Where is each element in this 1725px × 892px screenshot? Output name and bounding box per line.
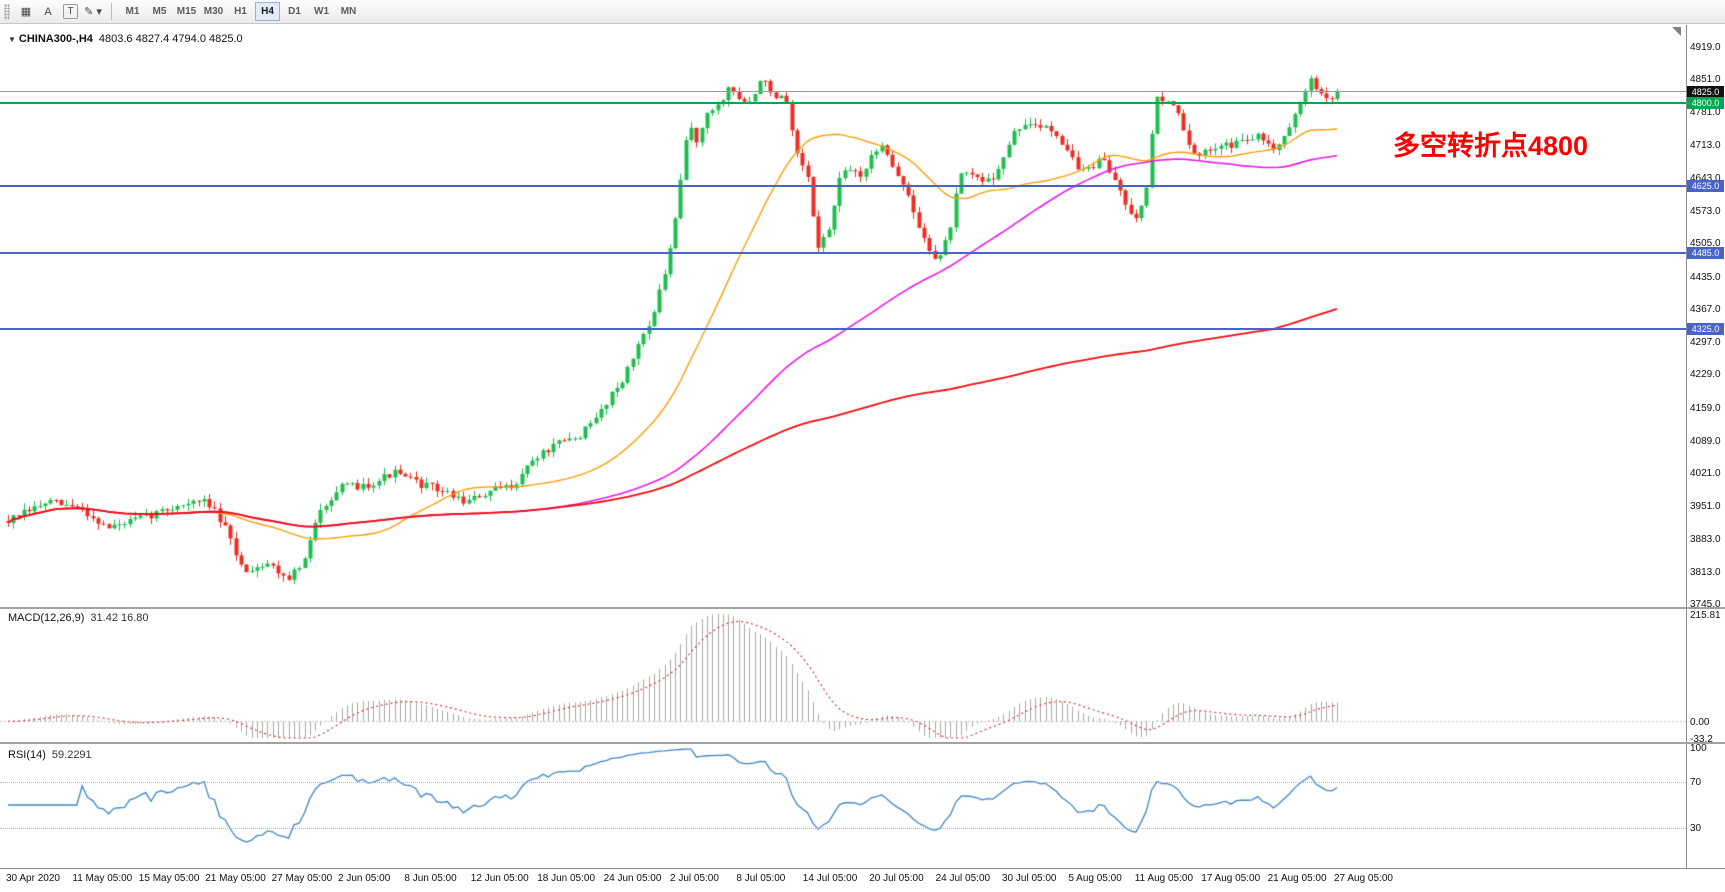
price-axis-label: 4573.0: [1690, 206, 1721, 218]
price-axis-label: 3745.0: [1690, 599, 1721, 610]
macd-axis-zero: 0.00: [1690, 717, 1710, 729]
price-axis-line: [1686, 25, 1687, 868]
toolbar: ▦ A T ✎ ▾ M1 M5 M15 M30 H1 H4 D1 W1 MN: [0, 0, 1725, 24]
timeframe-m5[interactable]: M5: [152, 6, 167, 17]
chart-symbol-label: ▼ CHINA300-,H4 4803.6 4827.4 4794.0 4825.0: [8, 33, 243, 45]
time-axis-label: 30 Apr 2020: [6, 873, 60, 884]
price-axis-label: 3951.0: [1690, 501, 1721, 513]
macd-indicator-label: MACD(12,26,9) 31.42 16.80: [8, 612, 149, 624]
timeframe-mn[interactable]: MN: [340, 6, 357, 17]
price-axis-label: 4297.0: [1690, 337, 1721, 349]
macd-axis-top: 215.81: [1690, 610, 1721, 621]
time-axis-label: 24 Jun 05:00: [603, 873, 662, 884]
hline-4825.0[interactable]: [0, 91, 1686, 93]
time-axis-label: 24 Jul 05:00: [935, 873, 991, 884]
price-axis-label: 4851.0: [1690, 74, 1721, 86]
time-axis-label: 30 Jul 05:00: [1002, 873, 1057, 884]
annotation-text: 多空转折点4800: [1393, 131, 1589, 161]
rsi-name: RSI(14): [8, 749, 46, 761]
timeframe-m1[interactable]: M1: [125, 6, 140, 17]
time-axis-label: 21 Aug 05:00: [1267, 873, 1327, 884]
time-axis-label: 2 Jul 05:00: [670, 873, 719, 884]
hline-4800.0[interactable]: [0, 102, 1686, 105]
hline-4625.0[interactable]: [0, 185, 1686, 188]
timeframe-h1[interactable]: H1: [234, 6, 247, 17]
price-axis-label: 4229.0: [1690, 369, 1721, 381]
ohlc-values: 4803.6 4827.4 4794.0 4825.0: [98, 33, 243, 45]
time-axis-label: 12 Jun 05:00: [470, 873, 529, 884]
time-axis-label: 11 Aug 05:00: [1134, 873, 1193, 884]
time-axis-label: 8 Jul 05:00: [736, 873, 786, 884]
time-axis-line: [0, 868, 1725, 869]
price-axis-label: 4781.0: [1690, 107, 1721, 119]
price-axis-label: 3883.0: [1690, 533, 1721, 545]
price-axis-label: 4021.0: [1690, 468, 1721, 480]
time-axis-label: 27 Aug 05:00: [1334, 873, 1393, 884]
price-axis-label: 4713.0: [1690, 139, 1721, 151]
panel-separator-macd[interactable]: [0, 607, 1725, 609]
price-axis-label: 4505.0: [1690, 238, 1721, 250]
timeframe-h4[interactable]: H4: [255, 2, 280, 21]
time-axis-label: 11 May 05:00: [72, 873, 133, 884]
time-axis-label: 18 Jun 05:00: [537, 873, 596, 884]
price-axis-label: 4367.0: [1690, 303, 1721, 315]
symbol-name: CHINA300-,H4: [18, 33, 93, 45]
time-axis-label: 8 Jun 05:00: [404, 873, 457, 884]
time-axis-label: 14 Jul 05:00: [802, 873, 858, 884]
time-axis-label: 15 May 05:00: [138, 873, 200, 884]
price-axis-label: 4643.0: [1690, 172, 1721, 184]
price-badge-4485.0: 4485.0: [1687, 246, 1724, 259]
price-axis-label: 3813.0: [1690, 566, 1721, 578]
toolbar-drag-handle[interactable]: [4, 3, 10, 20]
hline-4325.0[interactable]: [0, 327, 1686, 330]
drawing-tools-icon[interactable]: ✎ ▾: [84, 6, 102, 18]
panel-separator-rsi[interactable]: [0, 742, 1725, 744]
price-badge-4625.0: 4625.0: [1687, 180, 1724, 193]
time-axis-label: 27 May 05:00: [271, 873, 333, 884]
price-badge-4325.0: 4325.0: [1687, 322, 1724, 335]
time-axis-label: 17 Aug 05:00: [1201, 873, 1261, 884]
rsi-indicator-label: RSI(14) 59.2291: [8, 749, 92, 761]
timeframe-w1[interactable]: W1: [314, 6, 329, 17]
price-axis-label: 4435.0: [1690, 271, 1721, 283]
price-badge-4825.0: 4825.0: [1687, 85, 1724, 98]
time-axis-label: 20 Jul 05:00: [869, 873, 924, 884]
time-axis-label: 21 May 05:00: [205, 873, 266, 884]
timeframe-m15[interactable]: M15: [176, 6, 197, 17]
price-axis-label: 4919.0: [1690, 42, 1721, 53]
rsi-level-line-70: [0, 782, 1686, 784]
macd-values: 31.42 16.80: [90, 612, 149, 624]
toolbar-separator: [111, 3, 112, 20]
timeframe-m30[interactable]: M30: [203, 6, 224, 17]
hline-4485.0[interactable]: [0, 251, 1686, 254]
macd-axis-bottom: -33.2: [1690, 734, 1713, 745]
toolbar-tools: ▦ A T ✎ ▾: [15, 2, 104, 22]
cursor-icon[interactable]: A: [44, 5, 52, 18]
time-axis-label: 5 Aug 05:00: [1068, 873, 1122, 884]
timeframe-d1[interactable]: D1: [288, 6, 301, 17]
scroll-marker-icon[interactable]: [1672, 27, 1681, 36]
text-tool-icon[interactable]: T: [63, 4, 78, 19]
rsi-level-line-30: [0, 827, 1686, 829]
time-axis-label: 2 Jun 05:00: [338, 873, 391, 884]
rsi-axis-top: 100: [1690, 743, 1707, 754]
rsi-value: 59.2291: [51, 749, 92, 761]
rsi-level-label-70: 70: [1690, 777, 1702, 789]
collapse-triangle-icon[interactable]: ▼: [8, 35, 16, 44]
price-badge-4800.0: 4800.0: [1687, 97, 1724, 110]
price-axis-label: 4089.0: [1690, 435, 1721, 447]
chart-grid-icon[interactable]: ▦: [20, 6, 32, 18]
timeframe-buttons: M1 M5 M15 M30 H1 H4 D1 W1 MN: [119, 2, 362, 21]
price-axis-label: 4159.0: [1690, 402, 1721, 414]
macd-name: MACD(12,26,9): [8, 612, 85, 624]
rsi-level-label-30: 30: [1690, 822, 1702, 834]
